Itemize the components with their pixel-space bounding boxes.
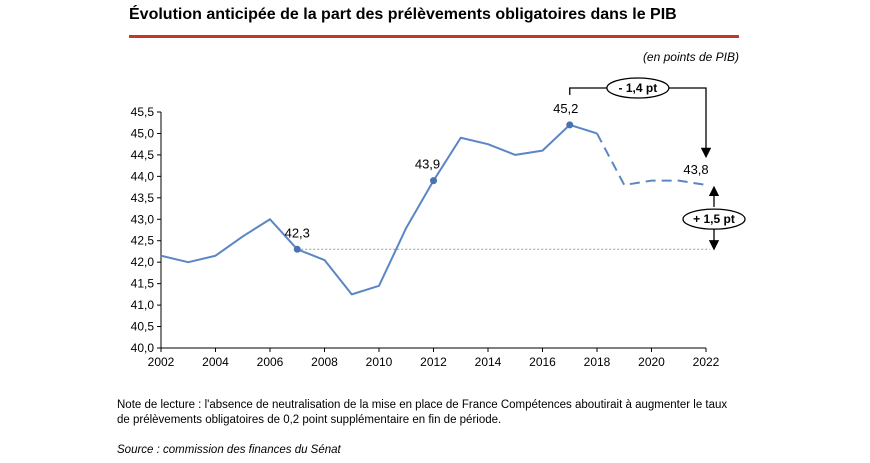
increase-annotation-ellipse xyxy=(682,208,746,230)
decrease-annotation-label: - 1,4 pt xyxy=(619,81,658,95)
x-tick-label: 2016 xyxy=(529,355,556,369)
data-point-marker xyxy=(293,245,301,253)
series-group xyxy=(160,123,707,296)
y-tick-label: 41,5 xyxy=(131,277,155,291)
data-point-marker xyxy=(566,121,574,129)
annotations-group: - 1,4 pt + 1,5 pt xyxy=(569,77,746,251)
data-point-label: 45,2 xyxy=(553,101,578,116)
x-tick-label: 2022 xyxy=(693,355,720,369)
y-tick-label: 41,0 xyxy=(131,298,155,312)
title-underline xyxy=(129,35,739,38)
decrease-annotation-ellipse xyxy=(606,77,670,99)
data-point-marker xyxy=(430,177,437,185)
y-tick-label: 42,5 xyxy=(131,234,155,248)
y-tick-label: 45,5 xyxy=(131,105,155,119)
data-point-label: 42,3 xyxy=(285,225,310,240)
y-tick-label: 44,5 xyxy=(131,148,155,162)
y-tick-label: 42,0 xyxy=(131,255,155,269)
unit-note: (en points de PIB) xyxy=(642,50,739,64)
highlighted-points-group: 42,3 43,9 45,2 43,8 xyxy=(285,101,709,253)
y-tick-label: 40,5 xyxy=(131,320,155,334)
y-tick-label: 44,0 xyxy=(131,169,155,183)
x-tick-label: 2018 xyxy=(584,355,611,369)
y-tick-label: 40,0 xyxy=(131,341,155,355)
x-tick-label: 2020 xyxy=(638,355,665,369)
x-tick-label: 2010 xyxy=(366,355,393,369)
reading-note: Note de lecture : l'absence de neutralis… xyxy=(117,399,728,426)
x-tick-label: 2006 xyxy=(257,355,284,369)
source-note: Source : commission des finances du Séna… xyxy=(117,444,341,456)
x-tick-label: 2012 xyxy=(420,355,447,369)
data-point-label: 43,8 xyxy=(683,162,708,177)
series-line-observed xyxy=(160,123,598,296)
x-tick-label: 2004 xyxy=(202,355,229,369)
y-tick-label: 43,5 xyxy=(131,191,155,205)
y-tick-label: 45,0 xyxy=(131,126,155,140)
increase-annotation-label: + 1,5 pt xyxy=(693,212,735,226)
x-tick-label: 2002 xyxy=(148,355,175,369)
x-tick-label: 2014 xyxy=(475,355,502,369)
data-point-label: 43,9 xyxy=(415,157,440,172)
axes: 40,0 40,5 41,0 41,5 42,0 42,5 43,0 43,5 44,0 44,5… xyxy=(131,105,720,369)
series-line-forecast xyxy=(596,132,707,186)
x-tick-label: 2008 xyxy=(311,355,338,369)
y-tick-label: 43,0 xyxy=(131,212,155,226)
chart-title: Évolution anticipée de la part des prélè… xyxy=(129,6,677,23)
